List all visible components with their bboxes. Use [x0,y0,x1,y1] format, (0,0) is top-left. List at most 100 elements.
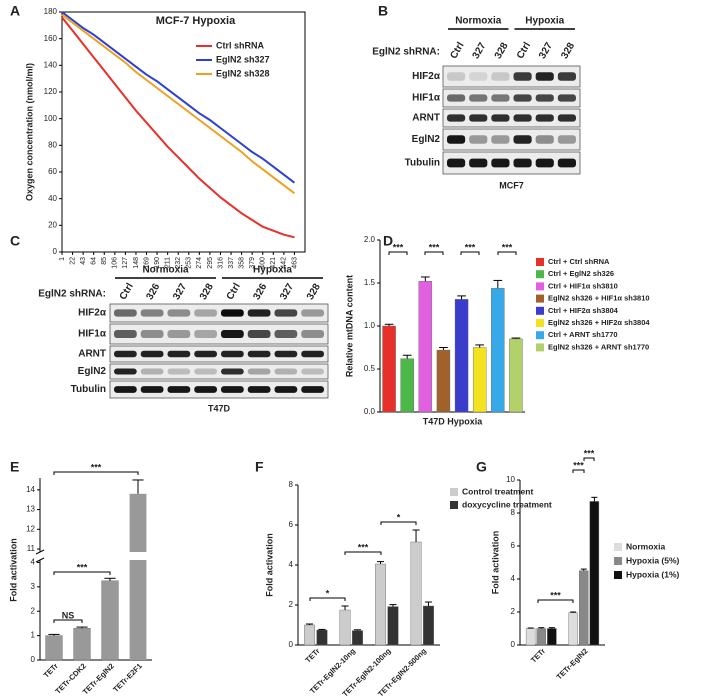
blot-strip [442,151,581,175]
significance-bracket [53,571,111,575]
significance-bracket [497,251,517,255]
x-tick-label: 316 [217,257,224,269]
error-bar [377,561,385,564]
legend-label: Normoxia [626,541,665,551]
error-bar [570,611,577,613]
legend-swatch [536,306,544,315]
significance-label: *** [465,242,476,252]
significance-label: *** [573,460,584,470]
y-tick-label: 2 [31,606,36,615]
blot-band [535,158,554,168]
blot-band [114,330,137,338]
blot-band [469,114,488,122]
blot-band [469,72,488,81]
error-bar [424,601,432,606]
lane-label: 328 [198,281,216,301]
blot-band [167,350,191,358]
legend-swatch [614,571,622,579]
x-tick-label: 463 [291,257,298,269]
blot-band [194,368,217,375]
bar [536,628,546,646]
blot-band [167,368,191,375]
legend-label: EglN2 sh327 [216,54,270,64]
y-tick-label: 140 [44,60,58,69]
y-axis-label: Fold activation [8,538,18,602]
y-tick-label: 6 [289,520,294,529]
x-tick-label: 85 [101,257,108,265]
x-tick-label: 1 [59,257,66,261]
line-series [61,11,296,184]
significance-label: *** [77,562,88,572]
bar [45,635,63,661]
y-tick-label: 13 [26,505,35,514]
legend-label: doxycycline treatment [462,499,552,509]
blot-band [535,94,554,102]
row-label: HIF2α [78,308,107,319]
lane-label: Ctrl [118,281,136,302]
y-tick-label: 0 [289,640,294,649]
error-bar [132,479,144,494]
blot-band [274,330,298,338]
x-tick-label: 190 [154,257,161,269]
x-tick-label: 232 [175,257,182,269]
significance-label: * [326,588,330,598]
y-tick-label: 0.5 [364,364,376,373]
plot-frame [61,11,306,253]
blot-band [447,135,466,144]
significance-label: *** [429,242,440,252]
lane-label: 327 [537,40,555,60]
x-tick-label: TETr [42,661,60,679]
lane-label: 327 [171,281,189,301]
legend-label: Ctrl + Ctrl shRNA [548,257,610,266]
x-tick-label: TETr [529,646,547,664]
x-tick-label: 127 [122,257,129,269]
blot-band [491,114,510,122]
blot-band [114,309,137,317]
blot-band [247,386,271,393]
blot-band [221,368,244,375]
significance-label: *** [358,542,369,552]
group-label: Normoxia [455,16,502,27]
legend-swatch [450,488,458,496]
lane-header: EglN2 shRNA: [38,289,106,300]
x-tick-label: 43 [80,257,87,265]
x-tick-label: 337 [228,257,235,269]
legend-swatch [536,258,544,266]
error-bar [439,347,448,351]
y-tick-label: 0 [53,247,58,256]
error-bar [76,626,88,629]
bar [316,629,328,646]
lane-header: EglN2 shRNA: [372,47,440,58]
significance-label: NS [62,610,75,620]
error-bar [591,496,598,502]
bar [509,338,523,413]
significance-label: *** [393,242,404,252]
bar [422,605,434,646]
blot-band [557,72,576,81]
lane-label: 328 [493,40,511,60]
blot-strip [109,363,329,380]
y-tick-label: 20 [48,220,57,229]
legend-label: Hypoxia (5%) [626,555,680,565]
legend-swatch [536,294,544,303]
blot-strip [442,128,581,151]
legend-swatch [614,557,622,565]
significance-bracket [53,471,139,475]
blot-band [140,309,164,317]
y-tick-label: 0.0 [364,407,376,416]
legend-label: EglN2 sh326 + HIF2α sh3804 [548,318,650,327]
error-bar [318,628,326,630]
group-label: Hypoxia [525,16,564,27]
blot-band [301,309,324,317]
x-tick-label: 22 [69,257,76,265]
blot-strip [109,323,329,345]
blot-band [513,135,532,144]
panel-label: F [255,459,264,475]
x-tick-label: 421 [270,257,277,269]
row-label: EglN2 [78,366,107,377]
lane-label: 326 [251,281,269,301]
y-tick-label: 80 [48,140,57,149]
row-label: ARNT [412,113,440,124]
y-axis-label: Fold activation [490,531,500,595]
blot-strip [442,108,581,128]
